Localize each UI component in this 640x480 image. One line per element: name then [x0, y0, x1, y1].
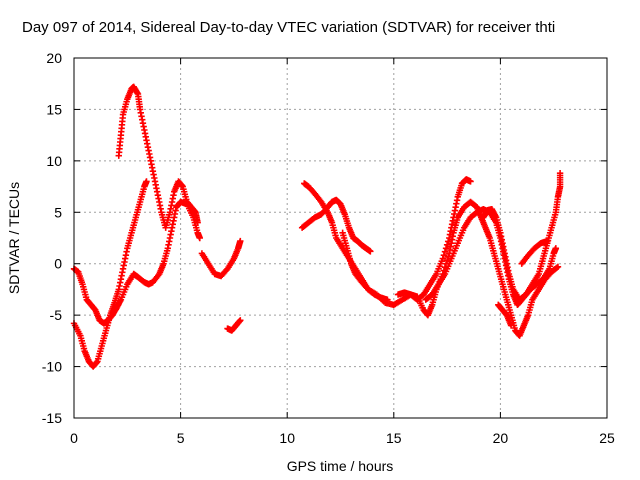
data-point — [367, 248, 374, 255]
x-tick-label: 20 — [493, 430, 509, 446]
x-tick-label: 10 — [279, 430, 295, 446]
data-point — [237, 317, 244, 324]
series-arc-9 — [394, 176, 474, 303]
data-point — [143, 178, 150, 185]
series-arc-4 — [198, 237, 244, 280]
series-arc-12 — [495, 301, 515, 329]
series-arc-11 — [480, 170, 564, 303]
data-point — [440, 251, 448, 259]
y-axis-label: SDTVAR / TECUs — [6, 182, 22, 294]
data-point — [443, 241, 451, 249]
series-arc-13 — [518, 237, 551, 267]
data-point — [507, 322, 515, 329]
series-arc-5 — [224, 317, 244, 334]
x-tick-label: 5 — [177, 430, 185, 446]
x-axis-label: GPS time / hours — [287, 458, 394, 474]
x-tick-label: 25 — [599, 430, 615, 446]
y-tick-label: 10 — [46, 153, 62, 169]
data-point — [443, 257, 451, 264]
data-point — [439, 255, 447, 262]
y-tick-label: 0 — [54, 256, 62, 272]
data-point — [552, 245, 560, 252]
gridlines — [74, 58, 607, 418]
data-point — [442, 245, 450, 252]
series-arc-2 — [70, 178, 150, 370]
series-arc-3 — [115, 83, 201, 231]
y-tick-label: -5 — [50, 307, 63, 323]
data-points — [70, 83, 564, 370]
data-point — [467, 178, 474, 185]
y-tick-label: 5 — [54, 204, 62, 220]
series-arc-7 — [298, 196, 374, 255]
data-point — [556, 170, 564, 177]
x-tick-label: 0 — [70, 430, 78, 446]
y-tick-label: 20 — [46, 50, 62, 66]
x-tick-label: 15 — [386, 430, 402, 446]
y-tick-label: -15 — [42, 410, 62, 426]
data-point — [196, 234, 203, 242]
data-point — [237, 237, 244, 245]
data-point — [553, 264, 561, 271]
data-point — [194, 219, 201, 226]
plot-frame — [73, 57, 608, 419]
chart-title: Day 097 of 2014, Sidereal Day-to-day VTE… — [22, 19, 555, 36]
y-tick-label: -10 — [42, 359, 62, 375]
axis-ticks: 0 5 10 15 20 25 -15 -10 -5 0 5 10 15 20 — [42, 50, 615, 446]
data-point — [544, 237, 551, 245]
data-point — [554, 263, 562, 270]
y-tick-label: 15 — [46, 101, 62, 117]
data-point — [441, 248, 449, 255]
data-point — [444, 238, 452, 245]
